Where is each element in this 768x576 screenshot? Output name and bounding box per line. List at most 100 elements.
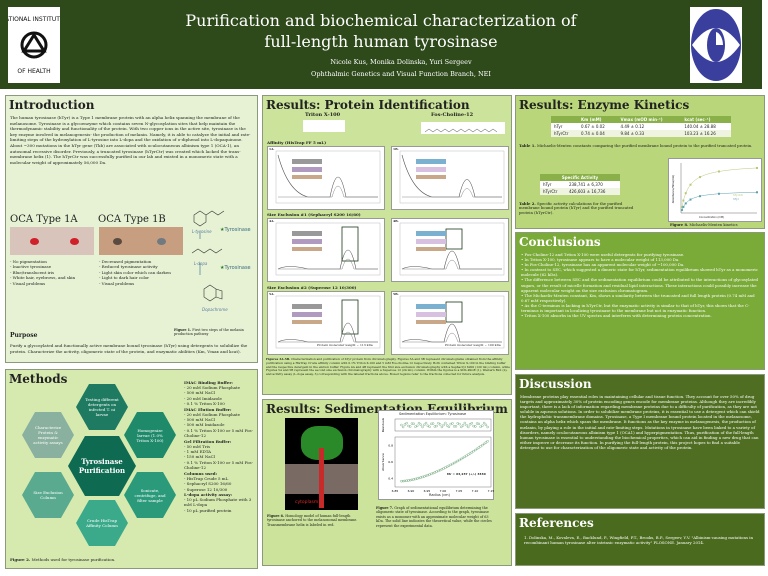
buffer-item: Superose 12 10/300 <box>184 487 257 492</box>
mm-xlabel: Concentration (mM) <box>699 216 725 219</box>
data-point <box>463 421 466 425</box>
figure2-label: Figure 2. <box>10 557 31 562</box>
data-point <box>412 422 415 425</box>
data-point <box>756 166 758 169</box>
chromatogram-1b: 1B. <box>391 146 509 210</box>
data-point <box>756 191 758 194</box>
data-point <box>407 479 410 482</box>
data-point <box>426 424 429 427</box>
cell: 238,741 ± 6,370 <box>568 182 603 187</box>
method-step-5: Size Exclusion Column <box>22 472 74 518</box>
table1-michaelis-menten: Km (mM) Vmax (mOD min⁻¹) kcat (sec⁻¹) hTyr… <box>551 116 731 137</box>
oca1a-eyes-photo <box>10 227 94 255</box>
data-point <box>431 422 435 425</box>
tyrosinase-purification-center: Tyrosinase Purification <box>68 436 136 496</box>
sec2-label: Size Exclusion #2 (Superose 12 10/300) <box>267 285 357 290</box>
data-point <box>440 425 444 429</box>
data-point <box>465 423 468 427</box>
data-point <box>424 421 428 425</box>
homology-model-image: cytoplasm <box>285 418 358 510</box>
data-point <box>680 206 683 209</box>
x-tick: 6.85 <box>392 489 399 493</box>
data-point <box>470 422 473 425</box>
buffer-item: 150 mM NaCl <box>184 454 257 459</box>
data-point <box>419 423 422 426</box>
ldopa-label: L-dopa <box>194 261 208 266</box>
oca1b-traits: Decreased pigmentationReduced tyrosinase… <box>99 259 174 286</box>
svg-text:NATIONAL INSTITUTES: NATIONAL INSTITUTES <box>8 16 60 23</box>
buffer-title: Gel Filtration Buffer: <box>184 438 232 444</box>
figure7-caption: Graph of sedimentational equilibrium det… <box>376 506 492 528</box>
fos-choline-label: Fos-Choline-12 <box>431 112 474 118</box>
data-point <box>460 425 463 429</box>
method-step-2: Homogenize larvae (1.0% Triton X-100) <box>124 412 176 458</box>
buffer-item: 500 mM NaCl <box>184 390 257 395</box>
data-point <box>472 424 475 428</box>
data-point <box>684 202 687 205</box>
conclusions-title: Conclusions <box>519 235 601 249</box>
mr-annotation: Mr = 63,237 (+/-) 3330 <box>447 472 486 476</box>
tyrosinase-enzyme-label: ★Tyrosinase <box>220 265 251 271</box>
data-point <box>481 424 484 427</box>
discussion-section: Discussion Membrane proteins play essent… <box>515 374 765 509</box>
col-header: Specific Activity <box>561 175 599 180</box>
buffer-item: 20 mM Imidazole <box>184 396 257 401</box>
y-tick: 0.8 <box>388 443 393 447</box>
data-point <box>402 479 405 483</box>
chromatogram-4b: 4B. <box>391 218 509 282</box>
data-point <box>477 446 480 449</box>
y-tick: 0.6 <box>388 460 393 464</box>
data-point <box>451 462 454 466</box>
data-point <box>718 192 720 195</box>
data-point <box>456 459 459 463</box>
buffer-item: 50 mM Tris <box>184 444 257 449</box>
cell: 140.04 ± 28.88 <box>684 124 716 129</box>
data-point <box>428 425 431 428</box>
method-step-4: Crude HisTrap Affinity Column <box>76 500 128 546</box>
data-point <box>684 192 687 195</box>
cell: 0.74 ± 0.04 <box>581 131 605 136</box>
figure7-label: Figure 7. <box>376 506 394 510</box>
data-point <box>475 447 479 450</box>
panel-label: 1B. <box>393 147 399 151</box>
melanin-pathway-figure: L-tyrosine ★Tyrosinase L-dopa ★Tyrosinas… <box>184 201 256 331</box>
purpose-title: Purpose <box>10 332 38 339</box>
data-point <box>423 423 426 426</box>
data-point <box>435 424 438 428</box>
protein-identification-title: Results: Protein Identification <box>266 98 470 112</box>
svg-text:OF HEALTH: OF HEALTH <box>17 68 50 75</box>
conclusion-item: The difference between SEC and the sedim… <box>521 277 759 292</box>
cell: 0.67 ± 0.02 <box>581 124 605 129</box>
data-point <box>451 422 454 425</box>
data-point <box>475 422 479 425</box>
data-point <box>438 423 442 426</box>
conclusion-item: In contrast to SEC, which suggested a di… <box>521 267 759 277</box>
enzyme-kinetics-section: Results: Enzyme Kinetics Km (mM) Vmax (mO… <box>515 95 765 229</box>
buffer-title: L-dopa activity assay: <box>184 491 233 497</box>
cell: 4.49 ± 0.12 <box>620 124 645 129</box>
affiliation: Ophthalmic Genetics and Visual Function … <box>311 70 491 78</box>
method-step-6: Characterize Protein & enzymatic activit… <box>22 412 74 458</box>
data-point <box>400 480 403 483</box>
x-tick: 6.90 <box>408 489 415 493</box>
fos-choline-structure <box>421 122 505 134</box>
method-step-3: Sonicate, centrifuge, and filter sample <box>124 472 176 518</box>
methods-title: Methods <box>9 372 68 386</box>
data-point <box>447 425 451 429</box>
cell: hTyrCtr <box>543 189 558 194</box>
data-point <box>405 421 408 425</box>
conclusion-item: As the C-terminus is lacking in hTyrCtr,… <box>521 303 759 313</box>
sedimentation-chart: Sedimentation Equilibrium: Tyrosinase 6.… <box>378 410 494 500</box>
buffer-item: 1 mM EDTA <box>184 449 257 454</box>
data-point <box>410 478 414 481</box>
purpose-body: Purify a glycosylated and functionally a… <box>10 343 248 354</box>
trait: Inactive tyrosinase <box>10 264 94 269</box>
data-point <box>689 198 692 201</box>
conclusion-item: The Michaelis-Menten constant, Km, shows… <box>521 293 759 303</box>
data-point <box>682 205 685 208</box>
poster-title-line2: full-length human tyrosinase <box>264 32 498 51</box>
data-point <box>461 424 465 427</box>
figure6-label: Figure 6. <box>267 514 285 518</box>
conclusions-list: Fos-Choline-12 and Triton X-100 were use… <box>516 252 764 318</box>
data-point <box>467 453 470 456</box>
